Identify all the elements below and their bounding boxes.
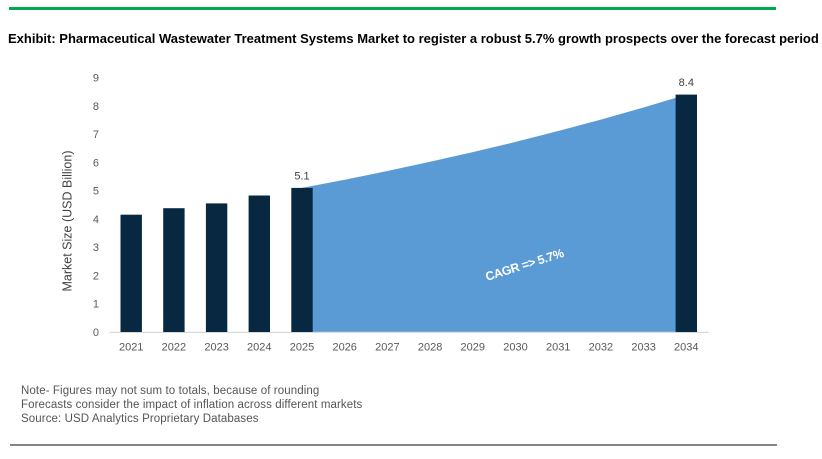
svg-text:2023: 2023 (204, 342, 228, 354)
svg-text:5.1: 5.1 (294, 171, 309, 183)
svg-text:4: 4 (93, 214, 99, 226)
svg-text:2030: 2030 (503, 342, 527, 354)
svg-text:8: 8 (93, 101, 99, 113)
svg-text:2026: 2026 (332, 342, 356, 354)
svg-text:7: 7 (93, 129, 99, 141)
svg-text:2032: 2032 (589, 342, 613, 354)
svg-text:2029: 2029 (461, 342, 485, 354)
svg-text:0: 0 (93, 327, 99, 339)
svg-text:9: 9 (93, 73, 99, 85)
svg-text:2022: 2022 (162, 342, 186, 354)
svg-text:2034: 2034 (674, 342, 698, 354)
svg-text:Market Size (USD Billion): Market Size (USD Billion) (61, 150, 75, 291)
svg-text:2027: 2027 (375, 342, 399, 354)
svg-text:2028: 2028 (418, 342, 442, 354)
svg-text:2025: 2025 (290, 342, 314, 354)
svg-text:2021: 2021 (119, 342, 143, 354)
svg-text:2024: 2024 (247, 342, 271, 354)
svg-text:1: 1 (93, 299, 99, 311)
svg-text:8.4: 8.4 (679, 77, 694, 89)
svg-text:6: 6 (93, 157, 99, 169)
svg-text:2: 2 (93, 270, 99, 282)
svg-text:2033: 2033 (631, 342, 655, 354)
svg-text:3: 3 (93, 242, 99, 254)
svg-text:2031: 2031 (546, 342, 570, 354)
svg-text:5: 5 (93, 186, 99, 198)
